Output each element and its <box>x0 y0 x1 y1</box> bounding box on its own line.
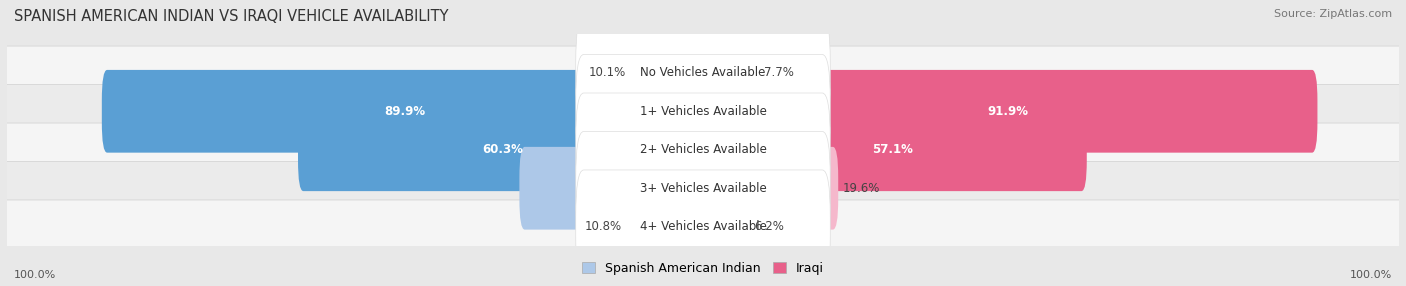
Text: 91.9%: 91.9% <box>987 105 1028 118</box>
FancyBboxPatch shape <box>575 16 831 130</box>
FancyBboxPatch shape <box>101 70 709 153</box>
FancyBboxPatch shape <box>6 200 1400 253</box>
Text: 100.0%: 100.0% <box>14 270 56 280</box>
FancyBboxPatch shape <box>575 170 831 283</box>
Legend: Spanish American Indian, Iraqi: Spanish American Indian, Iraqi <box>578 257 828 280</box>
Text: 19.6%: 19.6% <box>842 182 880 195</box>
FancyBboxPatch shape <box>519 147 709 230</box>
FancyBboxPatch shape <box>697 185 749 268</box>
FancyBboxPatch shape <box>631 31 709 114</box>
Text: 89.9%: 89.9% <box>384 105 426 118</box>
FancyBboxPatch shape <box>697 70 1317 153</box>
FancyBboxPatch shape <box>6 162 1400 215</box>
FancyBboxPatch shape <box>697 108 1087 191</box>
Text: 60.3%: 60.3% <box>482 143 523 156</box>
Text: 100.0%: 100.0% <box>1350 270 1392 280</box>
FancyBboxPatch shape <box>575 55 831 168</box>
Text: 10.1%: 10.1% <box>589 66 626 79</box>
Text: No Vehicles Available: No Vehicles Available <box>640 66 766 79</box>
FancyBboxPatch shape <box>6 85 1400 138</box>
Text: 6.2%: 6.2% <box>754 220 785 233</box>
Text: 57.1%: 57.1% <box>872 143 912 156</box>
Text: 3+ Vehicles Available: 3+ Vehicles Available <box>640 182 766 195</box>
FancyBboxPatch shape <box>575 93 831 206</box>
Text: 10.8%: 10.8% <box>585 220 621 233</box>
Text: 7.7%: 7.7% <box>763 66 794 79</box>
Text: Source: ZipAtlas.com: Source: ZipAtlas.com <box>1274 9 1392 19</box>
FancyBboxPatch shape <box>6 46 1400 100</box>
FancyBboxPatch shape <box>626 185 709 268</box>
Text: 1+ Vehicles Available: 1+ Vehicles Available <box>640 105 766 118</box>
FancyBboxPatch shape <box>697 147 838 230</box>
Text: 2+ Vehicles Available: 2+ Vehicles Available <box>640 143 766 156</box>
FancyBboxPatch shape <box>575 132 831 245</box>
Text: 26.9%: 26.9% <box>593 182 634 195</box>
Text: SPANISH AMERICAN INDIAN VS IRAQI VEHICLE AVAILABILITY: SPANISH AMERICAN INDIAN VS IRAQI VEHICLE… <box>14 9 449 23</box>
FancyBboxPatch shape <box>298 108 709 191</box>
FancyBboxPatch shape <box>697 31 759 114</box>
FancyBboxPatch shape <box>6 123 1400 176</box>
Text: 4+ Vehicles Available: 4+ Vehicles Available <box>640 220 766 233</box>
